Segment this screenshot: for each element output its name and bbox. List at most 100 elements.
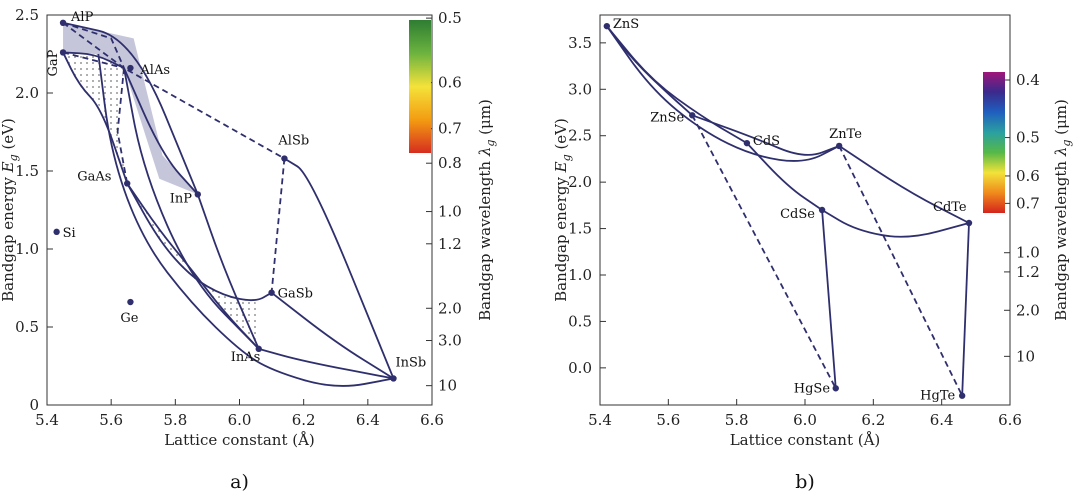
x-tick-label: 6.4 — [930, 411, 954, 429]
point-label-cds: CdS — [753, 134, 780, 149]
point-ge — [127, 298, 134, 306]
y2-tick-label: 1.0 — [438, 203, 462, 221]
y2-tick-label: 0.6 — [438, 74, 462, 92]
panel-label: b) — [795, 471, 815, 493]
point-cdte — [965, 219, 973, 227]
point-label-insb: InSb — [396, 355, 427, 370]
solid-line — [821, 209, 837, 389]
point-label-cdte: CdTe — [933, 200, 967, 215]
x-axis-label: Lattice constant (Å) — [164, 431, 315, 449]
point-label-gasb: GaSb — [278, 287, 313, 302]
point-hgte — [958, 392, 966, 399]
y-tick-label: 2.0 — [15, 84, 39, 102]
y2-tick-label: 2.0 — [438, 299, 462, 317]
dashed-line — [838, 145, 963, 397]
point-label-hgte: HgTe — [920, 389, 955, 404]
y-axis-label: Bandgap energy Eg (eV) — [552, 118, 573, 302]
x-tick-label: 5.8 — [163, 411, 187, 429]
point-cds — [743, 139, 751, 147]
x-tick-label: 5.4 — [588, 411, 612, 429]
y2-tick-label: 1.2 — [438, 235, 462, 253]
point-alp — [59, 19, 67, 26]
point-zns — [603, 22, 611, 30]
solid-line — [606, 25, 748, 144]
point-znte — [835, 142, 843, 150]
dashed-line — [116, 67, 129, 184]
y-tick-label: 3.0 — [568, 80, 592, 98]
solid-line — [123, 67, 260, 350]
point-label-alp: AlP — [70, 10, 94, 25]
y-tick-label: 0.5 — [15, 318, 39, 336]
point-alas — [127, 64, 134, 72]
x-tick-label: 6.2 — [292, 411, 316, 429]
dotted-region — [63, 52, 259, 349]
solid-line — [126, 183, 273, 302]
x-tick-label: 6.0 — [228, 411, 252, 429]
solid-line — [271, 291, 394, 380]
y-tick-label: 2.5 — [15, 6, 39, 24]
point-label-cdse: CdSe — [780, 207, 815, 222]
y2-tick-label: 1.0 — [1016, 244, 1040, 262]
solid-line — [606, 25, 693, 116]
x-tick-label: 5.6 — [656, 411, 680, 429]
dashed-line — [62, 51, 125, 69]
point-label-alas: AlAs — [139, 63, 170, 78]
y2-tick-label: 10 — [1016, 347, 1035, 365]
x-tick-label: 5.4 — [35, 411, 59, 429]
point-alsb — [281, 155, 288, 162]
y2-tick-label: 2.0 — [1016, 301, 1040, 319]
solid-line — [838, 145, 970, 224]
solid-line — [196, 194, 260, 350]
panel-label: a) — [230, 471, 249, 493]
solid-line — [691, 114, 840, 156]
solid-line — [62, 51, 125, 69]
y2-tick-label: 0.5 — [1016, 129, 1040, 147]
shaded-region — [63, 22, 198, 195]
point-gasb — [268, 289, 275, 296]
x-tick-label: 6.6 — [998, 411, 1022, 429]
solid-line — [62, 21, 199, 195]
point-hgse — [832, 385, 839, 392]
wavelength-colorbar — [409, 20, 431, 153]
x-tick-label: 5.6 — [99, 411, 123, 429]
solid-line — [97, 53, 394, 387]
x-tick-label: 5.8 — [725, 411, 749, 429]
solid-line — [606, 25, 840, 162]
point-cdse — [818, 206, 826, 214]
solid-line — [258, 347, 394, 380]
point-label-si: Si — [63, 226, 76, 241]
point-label-gap: GaP — [46, 49, 61, 76]
x-axis-label: Lattice constant (Å) — [730, 431, 881, 449]
point-label-alsb: AlSb — [277, 134, 309, 149]
y-tick-label: 0 — [29, 396, 39, 414]
y-tick-label: 2.5 — [568, 127, 592, 145]
point-label-zns: ZnS — [613, 17, 639, 32]
chart-panel-a: 5.4 5.6 5.8 6.0 6.2 6.4 6.6 0 0.5 1.0 1.5 2.0 2.5 0.5… — [0, 6, 497, 493]
y2-tick-label: 0.5 — [438, 9, 462, 27]
point-inp — [194, 191, 201, 198]
point-znse — [689, 112, 696, 119]
point-label-znse: ZnSe — [650, 110, 684, 125]
y-axis-label: Bandgap energy Eg (eV) — [0, 118, 20, 302]
solid-line — [821, 209, 970, 238]
y-tick-label: 1.0 — [15, 240, 39, 258]
point-label-znte: ZnTe — [829, 127, 862, 142]
y-tick-label: 3.5 — [568, 34, 592, 52]
point-inas — [255, 345, 262, 353]
point-si — [53, 228, 60, 236]
y2-tick-label: 0.6 — [1016, 167, 1040, 185]
y-tick-label: 2.0 — [568, 173, 592, 191]
y2-tick-label: 1.2 — [1016, 263, 1040, 281]
chart-panel-b: 5.4 5.6 5.8 6.0 6.2 6.4 6.6 0.0 0.5 1.0 1.5 2.0 2.5 3… — [552, 14, 1073, 493]
solid-line — [283, 157, 395, 379]
point-label-gaas: GaAs — [77, 169, 111, 184]
y2-tick-label: 0.7 — [1016, 194, 1040, 212]
y-tick-label: 1.0 — [568, 266, 592, 284]
y-tick-label: 0.5 — [568, 312, 592, 330]
y2-axis-label: Bandgap wavelength λg (μm) — [1052, 99, 1073, 321]
point-label-hgse: HgSe — [794, 381, 831, 396]
x-tick-label: 6.6 — [420, 411, 444, 429]
y2-tick-label: 0.8 — [438, 154, 462, 172]
